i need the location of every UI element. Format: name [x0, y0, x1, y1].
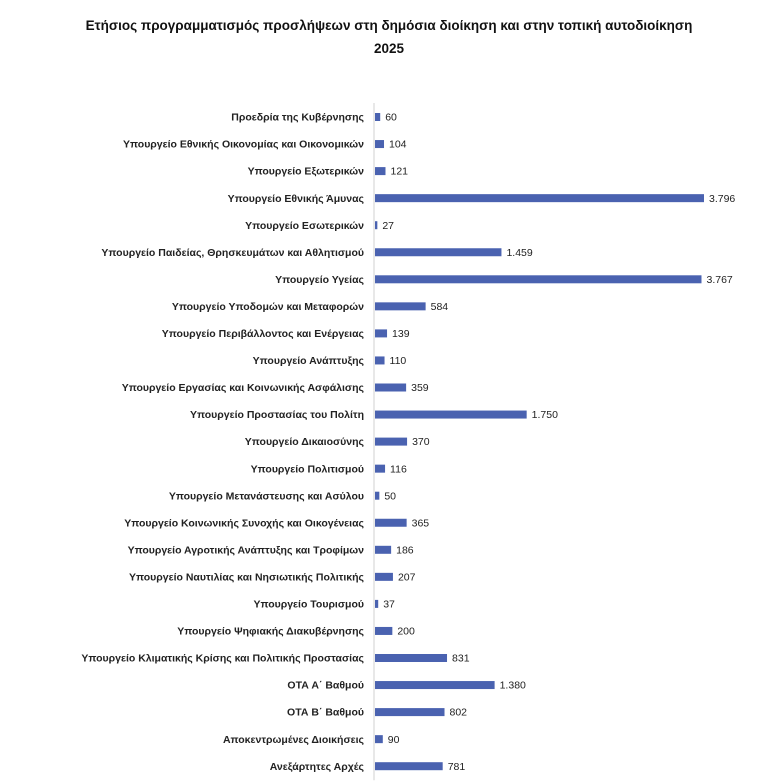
category-label: Υπουργείο Περιβάλλοντος και Ενέργειας — [162, 328, 365, 340]
bar — [375, 599, 379, 608]
bar — [375, 248, 502, 257]
category-label: Υπουργείο Εθνικής Άμυνας — [228, 193, 365, 205]
bar — [375, 654, 448, 662]
bar — [375, 572, 393, 581]
bar — [375, 681, 495, 690]
value-label: 584 — [431, 301, 449, 313]
category-label: ΟΤΑ Α΄ Βαθμού — [287, 680, 364, 692]
category-label: Υπουργείο Ναυτιλίας και Νησιωτικής Πολιτ… — [129, 571, 365, 583]
bar — [375, 410, 527, 419]
value-label: 110 — [390, 355, 407, 367]
value-label: 359 — [411, 382, 429, 394]
category-label: Υπουργείο Ανάπτυξης — [253, 355, 365, 367]
bar — [375, 140, 385, 149]
bar — [375, 545, 392, 554]
value-label: 121 — [390, 166, 408, 178]
bar — [375, 735, 383, 744]
category-label: Υπουργείο Προστασίας του Πολίτη — [190, 409, 364, 421]
bar — [375, 491, 380, 500]
bar — [375, 464, 386, 473]
value-label: 781 — [448, 761, 466, 773]
value-label: 37 — [383, 599, 395, 611]
value-label: 365 — [412, 517, 430, 529]
category-label: Αποκεντρωμένες Διοικήσεις — [223, 734, 365, 746]
value-label: 27 — [382, 220, 394, 232]
value-label: 802 — [450, 707, 468, 719]
value-label: 104 — [389, 139, 407, 151]
category-label: Υπουργείο Κλιματικής Κρίσης και Πολιτική… — [81, 653, 364, 665]
category-label: Προεδρία της Κυβέρνησης — [231, 112, 364, 124]
bar — [375, 626, 393, 635]
category-label: Υπουργείο Εργασίας και Κοινωνικής Ασφάλι… — [122, 382, 365, 394]
bar — [375, 275, 702, 284]
category-label: Υπουργείο Εσωτερικών — [245, 220, 364, 232]
value-label: 186 — [396, 544, 414, 556]
bar — [375, 329, 388, 338]
value-label: 50 — [384, 490, 396, 502]
value-label: 370 — [412, 436, 430, 448]
category-label: Υπουργείο Ψηφιακής Διακυβέρνησης — [177, 626, 364, 638]
chart-title-line-2: 2025 — [373, 41, 405, 56]
value-label: 831 — [452, 653, 470, 665]
bar — [375, 167, 386, 176]
bars-group: Προεδρία της Κυβέρνησης 60 Υπουργείο Εθνικ… — [81, 112, 735, 773]
bar — [375, 518, 407, 527]
bar — [375, 437, 408, 446]
bar — [375, 762, 443, 771]
category-label: Υπουργείο Αγροτικής Ανάπτυξης και Τροφίμ… — [128, 544, 365, 556]
value-label: 1.750 — [532, 409, 558, 421]
value-label: 1.459 — [506, 247, 532, 259]
chart-title-line-1: Ετήσιος προγραμματισμός προσλήψεων στη δ… — [85, 18, 693, 33]
bar — [375, 113, 381, 121]
value-label: 3.767 — [706, 274, 732, 286]
bar — [375, 356, 385, 365]
bar — [375, 221, 378, 230]
value-label: 116 — [390, 463, 407, 475]
value-label: 60 — [385, 112, 397, 124]
value-label: 139 — [392, 328, 410, 340]
value-label: 207 — [398, 571, 416, 583]
category-label: Υπουργείο Κοινωνικής Συνοχής και Οικογέν… — [124, 517, 364, 529]
value-label: 200 — [397, 626, 415, 638]
category-label: Υπουργείο Πολιτισμού — [251, 463, 364, 475]
bar — [375, 383, 407, 392]
category-label: Υπουργείο Εθνικής Οικονομίας και Οικονομ… — [123, 139, 364, 151]
category-label: ΟΤΑ Β΄ Βαθμού — [287, 707, 364, 719]
category-label: Υπουργείο Δικαιοσύνης — [245, 436, 365, 448]
value-label: 90 — [388, 734, 400, 746]
bar — [375, 302, 426, 311]
value-label: 3.796 — [709, 193, 735, 205]
category-label: Ανεξάρτητες Αρχές — [270, 761, 365, 773]
category-label: Υπουργείο Μετανάστευσης και Ασύλου — [169, 490, 364, 502]
category-label: Υπουργείο Εξωτερικών — [248, 166, 365, 178]
bar — [375, 708, 445, 717]
category-label: Υπουργείο Υγείας — [275, 274, 364, 286]
bar — [375, 194, 704, 203]
category-label: Υπουργείο Παιδείας, Θρησκευμάτων και Αθλ… — [101, 247, 364, 259]
chart-title: Ετήσιος προγραμματισμός προσλήψεων στη δ… — [0, 14, 778, 60]
category-label: Υπουργείο Υποδομών και Μεταφορών — [172, 301, 364, 313]
value-label: 1.380 — [500, 680, 526, 692]
category-label: Υπουργείο Τουρισμού — [253, 599, 364, 611]
